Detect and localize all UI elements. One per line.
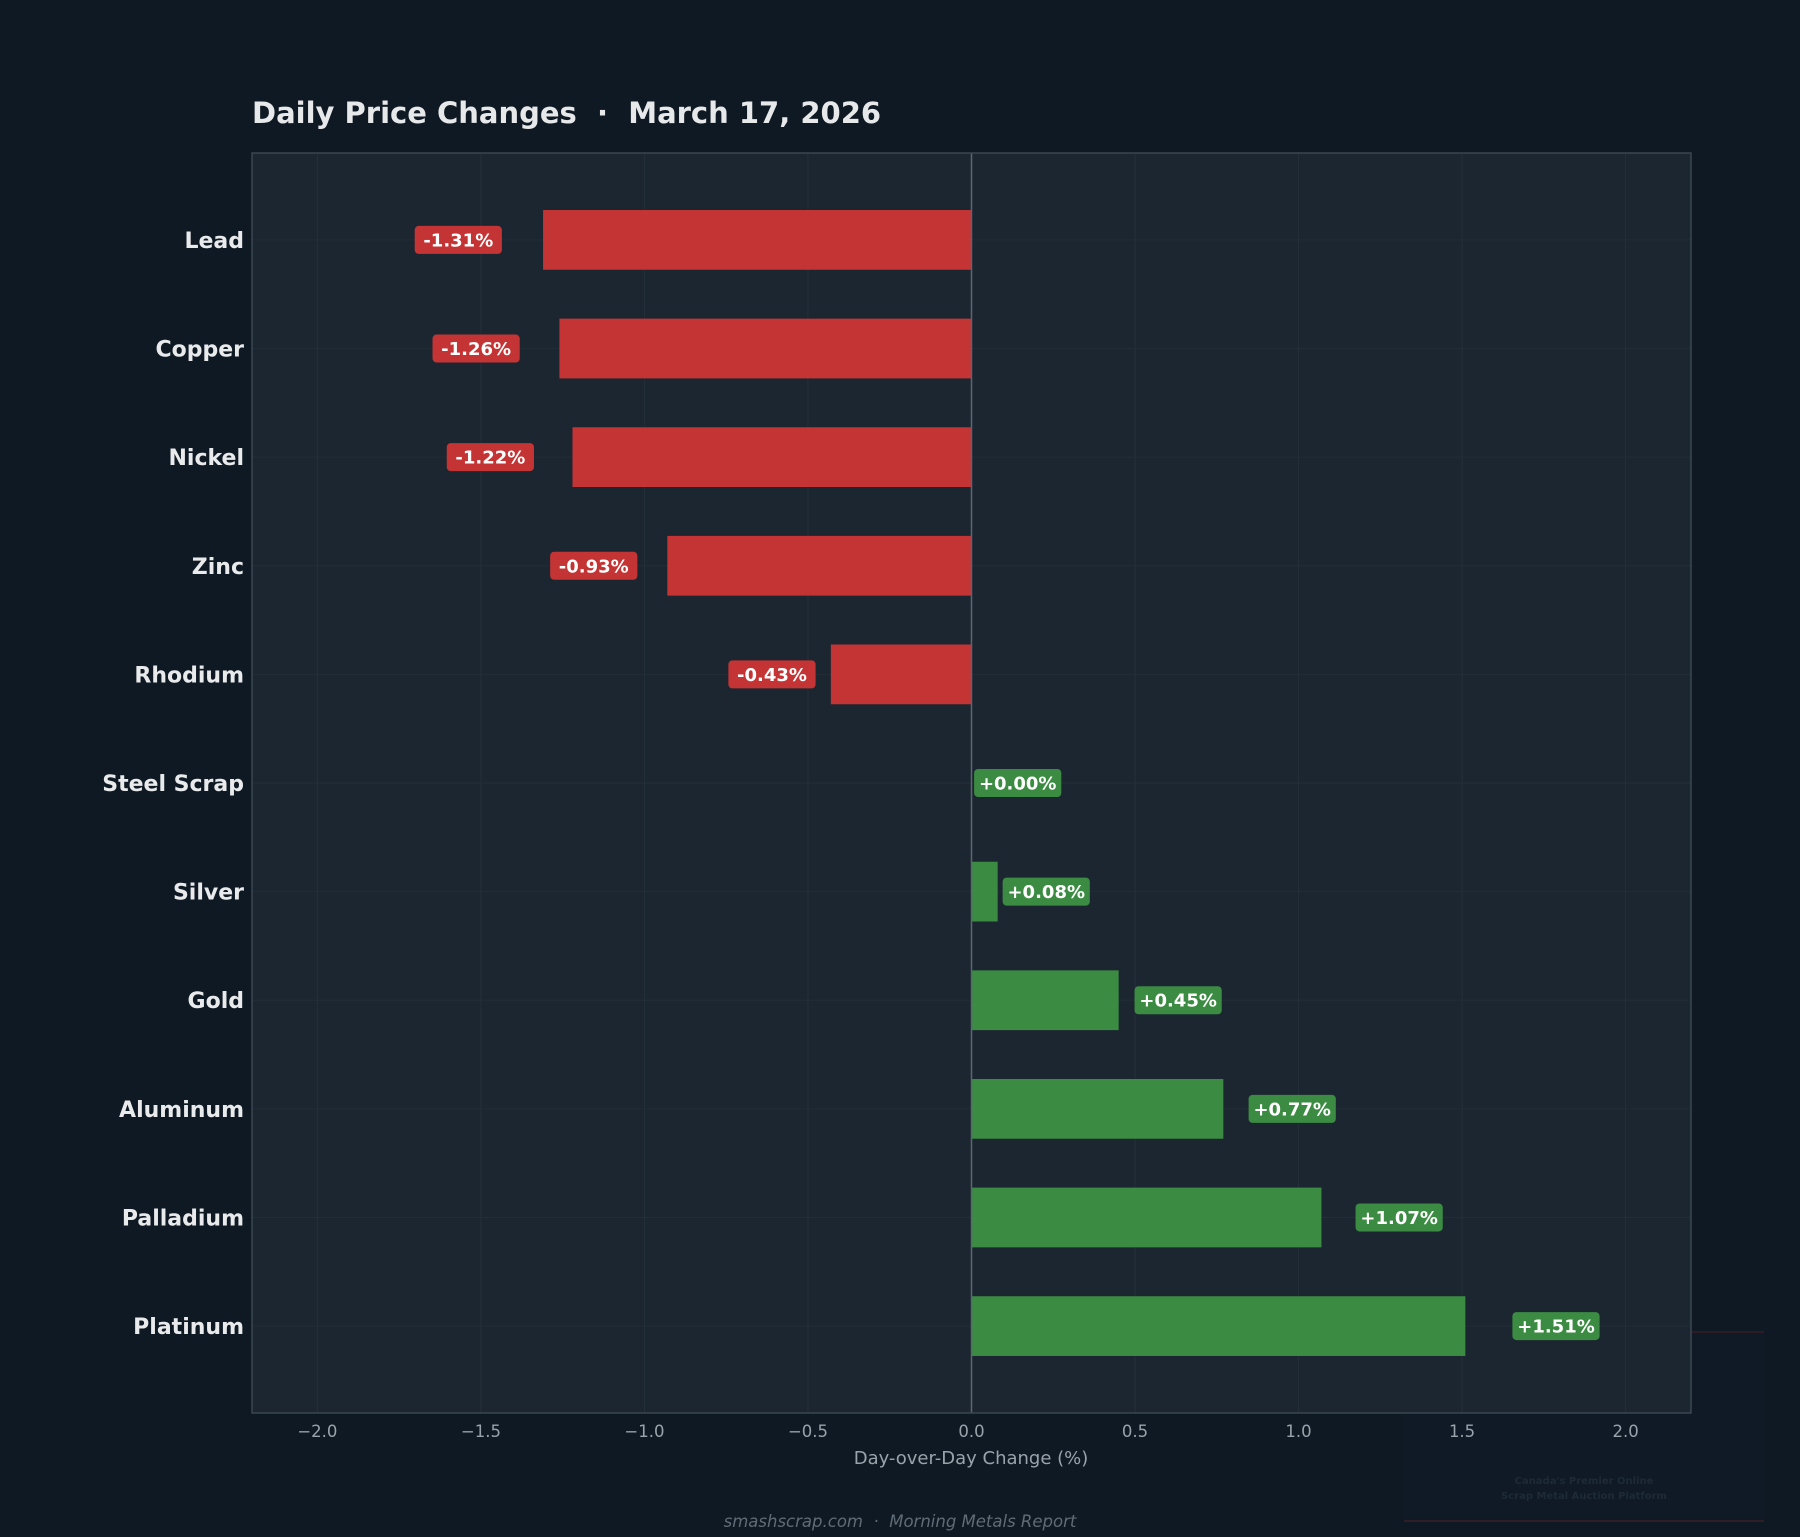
- category-label: Palladium: [122, 1206, 244, 1231]
- data-label-badge: [446, 443, 534, 472]
- bars: [543, 210, 1466, 1356]
- category-label: Gold: [188, 989, 244, 1014]
- watermark-line1: Canada's Premier Online: [1515, 1476, 1654, 1487]
- data-label-badge: [728, 660, 816, 689]
- data-label: -1.26%: [441, 339, 511, 360]
- data-label: +0.45%: [1139, 991, 1217, 1012]
- x-tick-label: 1.0: [1285, 1422, 1311, 1441]
- data-label: -0.93%: [559, 556, 629, 577]
- bar-aluminum: [971, 1078, 1224, 1139]
- data-label: -0.43%: [737, 665, 807, 686]
- bar-lead: [543, 210, 972, 270]
- data-label: -1.22%: [455, 448, 525, 469]
- category-label: Aluminum: [119, 1098, 244, 1123]
- x-tick-label: 0.5: [1122, 1422, 1148, 1441]
- category-label: Nickel: [169, 446, 245, 471]
- x-tick-label: 1.5: [1449, 1422, 1475, 1441]
- bar-silver: [971, 861, 998, 922]
- data-label: -1.31%: [423, 230, 493, 251]
- category-label: Copper: [155, 338, 244, 363]
- data-label: +1.51%: [1517, 1317, 1595, 1338]
- plot-frame: [251, 152, 1692, 1414]
- footer-text: smashscrap.com · Morning Metals Report: [724, 1512, 1077, 1531]
- x-tick-label: 2.0: [1612, 1422, 1638, 1441]
- bar-copper: [559, 318, 972, 379]
- chart-title: Daily Price Changes · March 17, 2026: [252, 96, 881, 130]
- category-label: Platinum: [133, 1315, 244, 1340]
- category-labels: Lead Copper Nickel Zinc Rhodium Steel Scrap Si…: [102, 229, 244, 1340]
- data-label-badge: [1002, 877, 1090, 906]
- bar-gold: [971, 970, 1119, 1031]
- data-label-badge: [1248, 1094, 1336, 1123]
- bar-palladium: [971, 1187, 1322, 1248]
- x-tick-label: −1.0: [624, 1422, 664, 1441]
- data-label: +1.07%: [1360, 1208, 1438, 1229]
- category-label: Rhodium: [134, 663, 244, 688]
- data-label: +0.00%: [979, 774, 1057, 795]
- bar-rhodium: [830, 644, 972, 705]
- bar-nickel: [572, 427, 972, 488]
- data-label-badge: [974, 769, 1062, 797]
- data-label-badge: [414, 225, 502, 254]
- x-tick-labels: −2.0 −1.5 −1.0 −0.5 0.0 0.5 1.0 1.5 2.0: [297, 1422, 1638, 1441]
- category-label: Steel Scrap: [102, 772, 244, 797]
- data-label: +0.77%: [1253, 1099, 1331, 1120]
- data-label-badge: [1355, 1203, 1443, 1232]
- data-label: +0.08%: [1007, 882, 1085, 903]
- data-labels: -1.31% -1.26% -1.22% -0.93% -0.43% +0.00% +0.0…: [414, 225, 1600, 1341]
- x-tick-label: −2.0: [297, 1422, 337, 1441]
- x-tick-label: −0.5: [788, 1422, 828, 1441]
- data-label-badge: [550, 551, 638, 580]
- data-label-badge: [432, 334, 520, 363]
- x-axis-label: Day-over-Day Change (%): [854, 1448, 1089, 1469]
- category-label: Zinc: [192, 555, 244, 580]
- watermark-line2: Scrap Metal Auction Platform: [1501, 1491, 1667, 1502]
- data-label-badge: [1134, 986, 1222, 1015]
- category-label: Silver: [173, 881, 244, 906]
- x-tick-label: 0.0: [958, 1422, 984, 1441]
- bar-zinc: [667, 535, 972, 596]
- bar-platinum: [971, 1296, 1466, 1356]
- data-label-badge: [1512, 1312, 1600, 1341]
- category-label: Lead: [184, 229, 244, 254]
- x-tick-label: −1.5: [461, 1422, 501, 1441]
